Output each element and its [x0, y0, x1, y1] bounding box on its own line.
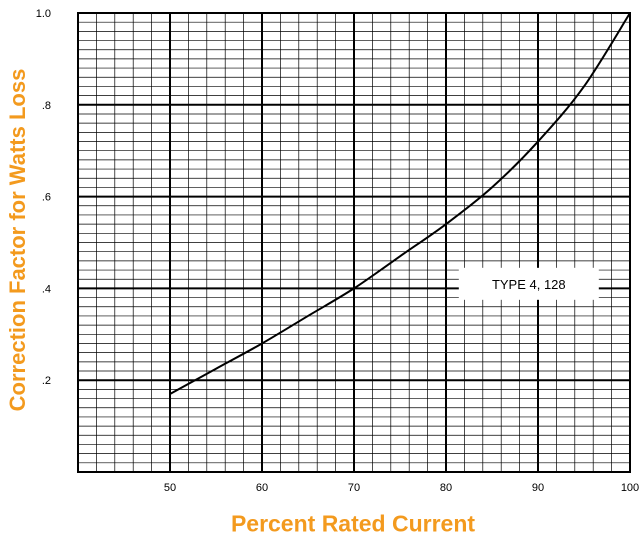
y-tick-label: .4: [42, 283, 51, 295]
x-axis-title: Percent Rated Current: [230, 510, 476, 537]
y-tick-label: .6: [42, 192, 51, 204]
y-tick-label: .2: [42, 375, 51, 387]
x-tick-label: 50: [164, 482, 176, 494]
x-tick-labels: 50 60 70 80 90 100: [164, 482, 639, 494]
plot-frame: [77, 12, 631, 473]
y-tick-label: 1.0: [36, 8, 51, 20]
y-axis-title: Correction Factor for Watts Loss: [5, 68, 30, 412]
annotation-label: TYPE 4, 128: [492, 277, 566, 292]
series-layer: [169, 12, 631, 395]
x-tick-label: 60: [256, 482, 268, 494]
major-grid: [78, 13, 630, 472]
x-tick-label: 80: [440, 482, 452, 494]
x-tick-label: 70: [348, 482, 360, 494]
annotation-box: [458, 267, 599, 300]
x-tick-label: 100: [621, 482, 639, 494]
annotation-layer: TYPE 4, 128: [458, 267, 599, 300]
series-line: [169, 12, 631, 395]
y-tick-labels: .2 .4 .6 .8 1.0: [36, 8, 51, 387]
y-tick-label: .8: [42, 100, 51, 112]
x-tick-label: 90: [532, 482, 544, 494]
